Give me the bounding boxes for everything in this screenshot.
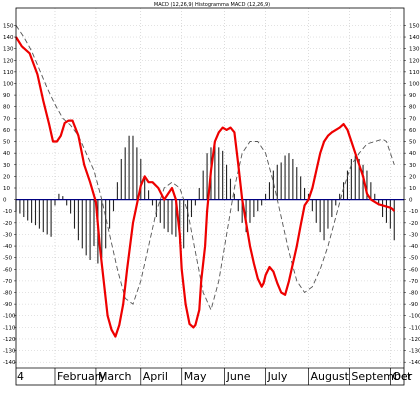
y-tick-label-right: 10 [409, 186, 416, 192]
y-tick-label-left: 100 [3, 81, 14, 87]
y-tick-label-left: -30 [3, 232, 12, 238]
y-tick-label-left: -120 [3, 337, 16, 343]
y-tick-label-right: 70 [409, 116, 416, 122]
month-label: July [267, 370, 288, 383]
y-tick-label-right: 130 [409, 47, 420, 53]
y-tick-label-right: 30 [409, 163, 416, 169]
y-tick-label-left: -140 [3, 360, 16, 366]
y-tick-label-left: 130 [3, 47, 14, 53]
histogram-bars [15, 135, 395, 264]
month-label: April [143, 370, 168, 383]
y-tick-label-right: -120 [409, 337, 420, 343]
y-tick-label-left: -110 [3, 325, 16, 331]
y-tick-label-left: 90 [3, 93, 10, 99]
y-tick-label-left: 80 [3, 105, 10, 111]
y-tick-label-left: 120 [3, 58, 14, 64]
month-label: May [184, 370, 207, 383]
plot-frame [15, 7, 405, 386]
y-tick-label-right: -20 [409, 221, 418, 227]
signal-line [15, 25, 395, 312]
y-tick-label-right: 150 [409, 23, 420, 29]
month-label: September [351, 370, 412, 383]
y-tick-label-left: 10 [3, 186, 10, 192]
y-tick-label-right: -30 [409, 232, 418, 238]
y-tick-label-left: -70 [3, 279, 12, 285]
y-tick-label-right: -60 [409, 267, 418, 273]
y-tick-label-right: 20 [409, 174, 416, 180]
y-axis-left: 1501401301201101009080706050403020100-10… [3, 23, 16, 366]
y-tick-label-left: -10 [3, 209, 12, 215]
y-tick-label-right: 120 [409, 58, 420, 64]
month-label: August [310, 370, 349, 383]
y-tick-label-right: 40 [409, 151, 416, 157]
y-tick-label-right: 60 [409, 128, 416, 134]
chart-title: MACD (12,26,9) Histogramma MACD (12,26,9… [154, 2, 270, 8]
month-label: June [226, 370, 251, 383]
month-label: February [57, 370, 106, 383]
y-tick-label-left: 140 [3, 35, 14, 41]
y-tick-label-right: 90 [409, 93, 416, 99]
y-tick-label-right: -10 [409, 209, 418, 215]
y-tick-label-left: -90 [3, 302, 12, 308]
y-tick-label-left: 60 [3, 128, 10, 134]
y-tick-label-left: 20 [3, 174, 10, 180]
y-tick-label-right: -90 [409, 302, 418, 308]
y-tick-label-right: -100 [409, 314, 420, 320]
y-tick-label-left: 0 [3, 198, 7, 204]
y-tick-label-right: 140 [409, 35, 420, 41]
y-axis-right: 1501401301201101009080706050403020100-10… [404, 23, 420, 366]
y-tick-label-right: -140 [409, 360, 420, 366]
y-tick-label-left: -100 [3, 314, 16, 320]
y-tick-label-left: -40 [3, 244, 12, 250]
y-tick-label-left: -20 [3, 221, 12, 227]
macd-line [15, 36, 396, 338]
y-tick-label-left: 50 [3, 140, 10, 146]
y-tick-label-right: -110 [409, 325, 420, 331]
y-tick-label-right: 0 [409, 198, 413, 204]
y-tick-label-right: 50 [409, 140, 416, 146]
y-tick-label-right: 110 [409, 70, 420, 76]
y-tick-label-left: -60 [3, 267, 12, 273]
y-tick-label-left: -50 [3, 256, 12, 262]
y-tick-label-left: 70 [3, 116, 10, 122]
y-tick-label-left: 40 [3, 151, 10, 157]
y-tick-label-left: -130 [3, 349, 16, 355]
y-tick-label-left: 110 [3, 70, 14, 76]
y-tick-label-left: 30 [3, 163, 10, 169]
x-start-label: 4 [17, 370, 24, 383]
y-tick-label-left: -80 [3, 291, 12, 297]
y-tick-label-right: -50 [409, 256, 418, 262]
y-tick-label-left: 150 [3, 23, 14, 29]
y-tick-label-right: -70 [409, 279, 418, 285]
y-tick-label-right: -40 [409, 244, 418, 250]
month-label: Oct [392, 370, 412, 383]
y-tick-label-right: -130 [409, 349, 420, 355]
month-label: March [98, 370, 132, 383]
y-tick-label-right: -80 [409, 291, 418, 297]
y-tick-label-right: 100 [409, 81, 420, 87]
y-tick-label-right: 80 [409, 105, 416, 111]
